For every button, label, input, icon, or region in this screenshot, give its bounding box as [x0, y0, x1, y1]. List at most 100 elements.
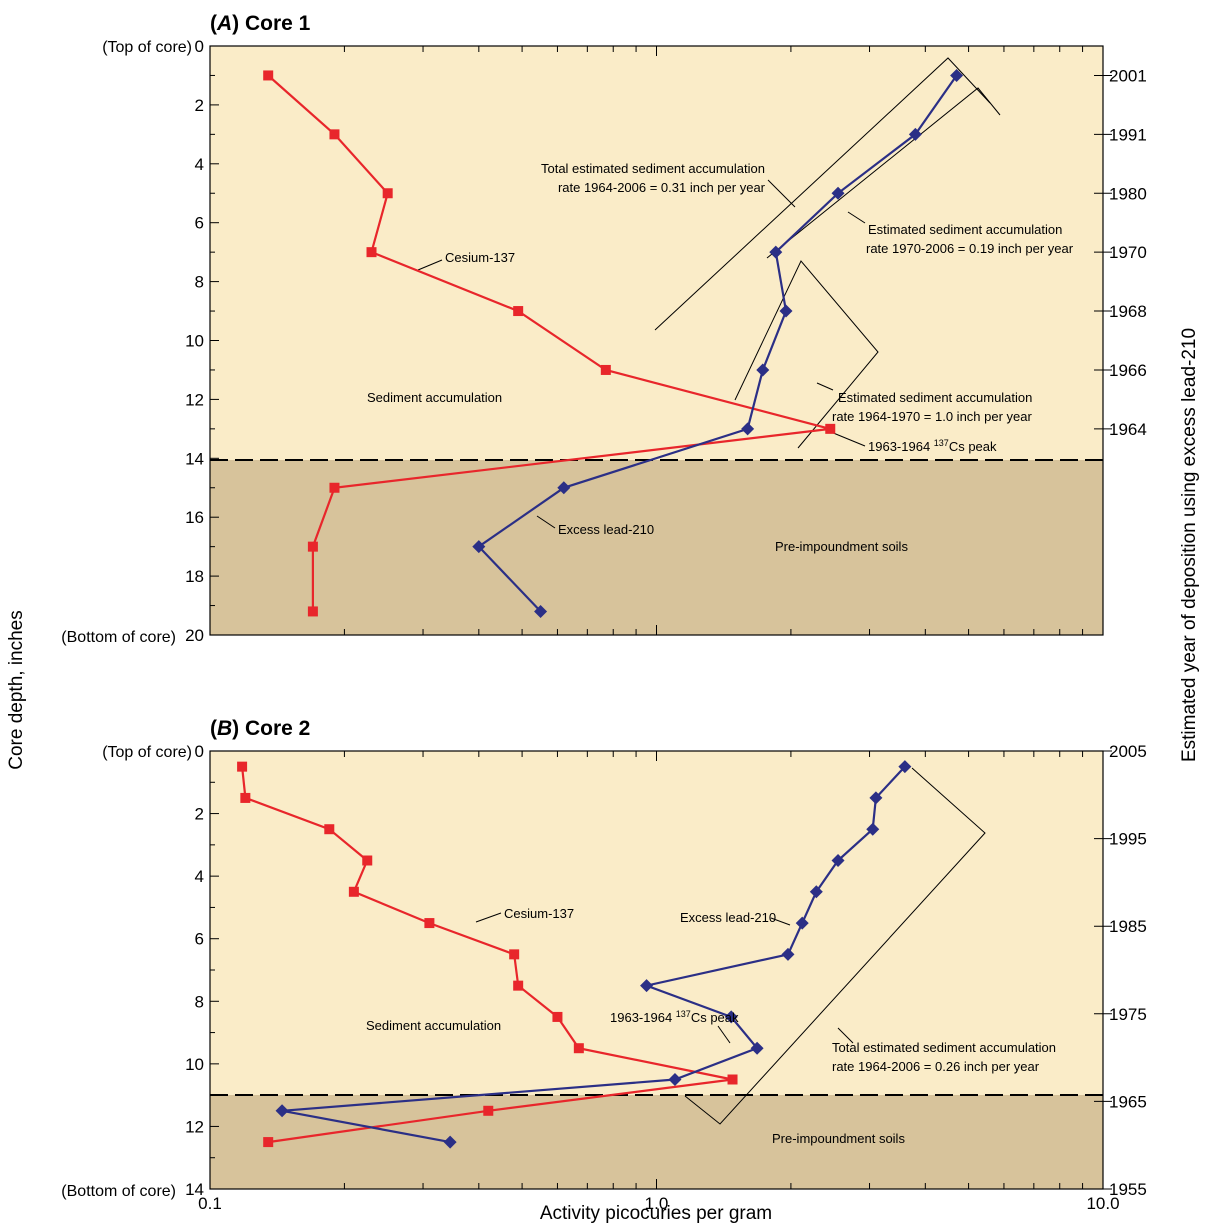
cesium-137-point	[240, 792, 251, 803]
cesium-137-point	[513, 980, 524, 991]
panel-a-soils-label: Pre-impoundment soils	[775, 539, 908, 554]
cesium-137-point	[600, 364, 611, 375]
panel-a-top-of-core-label: (Top of core)	[102, 39, 192, 56]
excess-lead-210-point	[866, 822, 880, 836]
panel-b-soils-label: Pre-impoundment soils	[772, 1131, 905, 1146]
cesium-137-point	[263, 1137, 274, 1148]
excess-lead-210-point	[443, 1135, 457, 1149]
cesium-137-point	[424, 918, 435, 929]
excess-lead-210-point	[640, 979, 654, 993]
cesium-137-line	[267, 74, 831, 612]
year-tick-label: 1955	[1109, 1180, 1147, 1199]
cesium-137-point	[509, 949, 520, 960]
cesium-137-point	[324, 824, 335, 835]
panel-a: (A) Core 1 (Top of core) (Bottom of core…	[61, 12, 1147, 646]
panel-a-total-rate-line1: Total estimated sediment accumulation	[541, 161, 765, 176]
depth-tick-label: 2	[195, 96, 204, 115]
excess-lead-210-point	[741, 422, 755, 436]
depth-tick-label: 0	[195, 37, 204, 56]
year-tick-label: 1968	[1109, 302, 1147, 321]
leader-lead-label-b	[770, 917, 791, 926]
depth-tick-label: 2	[195, 805, 204, 824]
depth-tick-label: 8	[195, 273, 204, 292]
panel-a-peak-label: 1963-1964 137Cs peak	[868, 438, 997, 454]
excess-lead-210-point	[769, 245, 783, 259]
year-tick-label: 1985	[1109, 917, 1147, 936]
cesium-137-point	[329, 482, 340, 493]
cesium-137-point	[329, 129, 340, 140]
panel-a-sediment-zone	[210, 46, 1103, 460]
cesium-137-point	[552, 1011, 563, 1022]
left-axis-title: Core depth, inches	[6, 610, 27, 770]
depth-tick-label: 6	[195, 214, 204, 233]
year-tick-label: 1995	[1109, 830, 1147, 849]
panel-b-frame	[209, 750, 1104, 1190]
panel-b-sediment-zone	[210, 751, 1103, 1095]
cesium-137-point	[263, 70, 274, 81]
panel-b-total-rate-line2: rate 1964-2006 = 0.26 inch per year	[832, 1059, 1040, 1074]
year-tick-label: 1966	[1109, 361, 1147, 380]
leader-1970-rate	[847, 211, 866, 224]
panel-a-soil-zone	[210, 460, 1103, 635]
cesium-137-point	[307, 541, 318, 552]
panel-a-frame	[209, 45, 1104, 636]
cesium-137-point	[727, 1074, 738, 1085]
panel-a-sediment-label: Sediment accumulation	[367, 390, 502, 405]
panel-a-cesium-label: Cesium-137	[445, 250, 515, 265]
panel-a-left-ticks: 0 2 4 6 8 10 12 14 16 18 20	[185, 37, 219, 645]
panel-a-1964-rate-line1: Estimated sediment accumulation	[838, 390, 1032, 405]
panel-b-left-ticks: 0 2 4 6 8 10 12 14	[185, 742, 219, 1199]
depth-tick-label: 8	[195, 992, 204, 1011]
cesium-137-point	[307, 606, 318, 617]
bracket-total-1964-2006	[654, 57, 991, 331]
panel-b-x-ticks: 0.1 1.0 10.0	[198, 751, 1120, 1213]
year-tick-label: 2005	[1109, 742, 1147, 761]
leader-cesium-label-a	[417, 259, 443, 271]
leader-total-rate-b	[837, 1027, 854, 1044]
panel-b-total-rate-line1: Total estimated sediment accumulation	[832, 1040, 1056, 1055]
excess-lead-210-point	[781, 947, 795, 961]
depth-tick-label: 18	[185, 567, 204, 586]
excess-lead-210-point	[750, 1041, 764, 1055]
excess-lead-210-point	[275, 1104, 289, 1118]
depth-tick-label: 12	[185, 1117, 204, 1136]
depth-tick-label: 0	[195, 742, 204, 761]
excess-lead-210-point	[950, 68, 964, 82]
panel-a-series	[263, 68, 964, 618]
excess-lead-210-point	[779, 304, 793, 318]
excess-lead-210-point	[831, 854, 845, 867]
cesium-137-point	[362, 855, 373, 866]
excess-lead-210-point	[472, 540, 486, 554]
panel-b-series	[237, 760, 912, 1149]
leader-cesium-label-b	[475, 912, 502, 923]
panel-b-right-ticks: 2005 1995 1985 1975 1965 1955	[1094, 742, 1147, 1199]
cesium-137-point	[237, 761, 248, 772]
cesium-137-point	[382, 188, 393, 199]
cesium-137-point	[513, 306, 524, 317]
panel-b-bottom-of-core-label: (Bottom of core)	[61, 1183, 176, 1200]
excess-lead-210-line	[477, 74, 958, 613]
panel-b-top-of-core-label: (Top of core)	[102, 744, 192, 761]
right-axis-title: Estimated year of deposition using exces…	[1179, 328, 1200, 762]
cesium-137-point	[573, 1043, 584, 1054]
depth-tick-label: 4	[195, 155, 204, 174]
year-tick-label: 1964	[1109, 420, 1147, 439]
bracket-total-1964-2006-b	[684, 767, 986, 1125]
excess-lead-210-point	[908, 127, 922, 141]
panel-b-rate-brackets	[475, 767, 986, 1125]
excess-lead-210-point	[668, 1073, 682, 1086]
panel-a-right-ticks: 2001 1991 1980 1970 1968 1966 1964	[1094, 66, 1147, 439]
panel-a-total-rate-line2: rate 1964-2006 = 0.31 inch per year	[558, 180, 766, 195]
year-tick-label: 1991	[1109, 125, 1147, 144]
panel-a-title: (A) Core 1	[210, 12, 311, 35]
depth-tick-label: 14	[185, 449, 204, 468]
year-tick-label: 1980	[1109, 184, 1147, 203]
x-axis-title: Activity picocuries per gram	[540, 1203, 772, 1224]
panel-b-lead-label: Excess lead-210	[680, 910, 776, 925]
panel-b: (B) Core 2 (Top of core) (Bottom of core…	[61, 717, 1147, 1213]
x-tick-label: 10.0	[1086, 1194, 1119, 1213]
excess-lead-210-point	[809, 885, 823, 899]
panel-a-lead-label: Excess lead-210	[558, 522, 654, 537]
leader-lead-label-a	[536, 515, 556, 529]
depth-tick-label: 20	[185, 626, 204, 645]
